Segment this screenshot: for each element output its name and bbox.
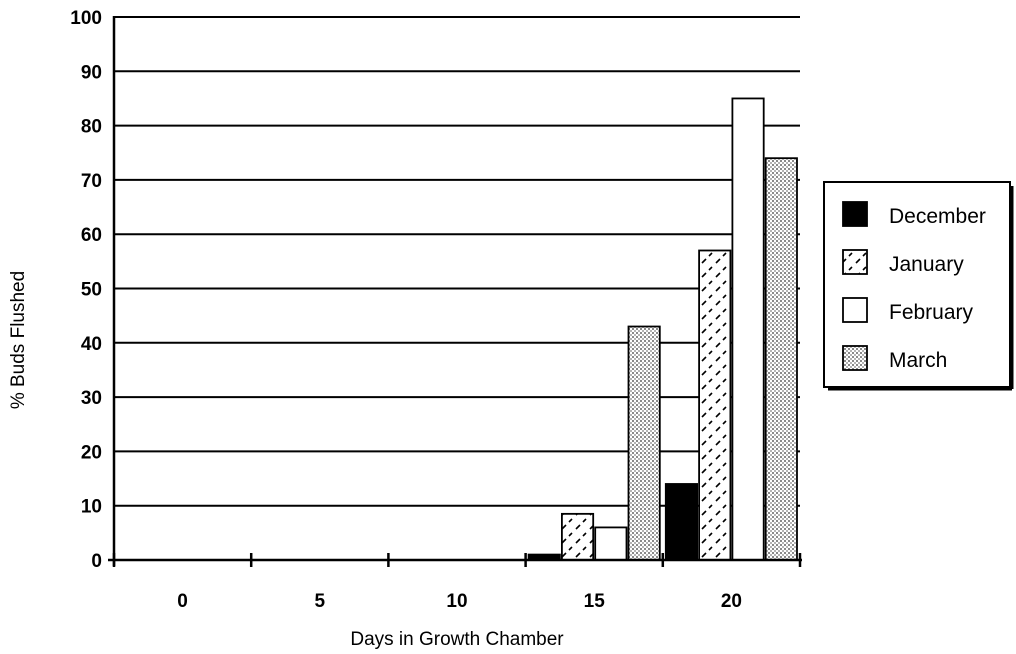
x-tick-label: 5: [315, 591, 326, 612]
y-tick-label: 30: [81, 388, 102, 409]
y-tick-label: 80: [81, 117, 102, 138]
grid-lines: [114, 16, 800, 507]
y-tick-label: 60: [81, 225, 102, 246]
y-tick-label: 90: [81, 62, 102, 83]
legend-swatch-january: [842, 249, 868, 275]
axes: [108, 16, 802, 567]
bar-march: [627, 325, 661, 561]
bar-december: [664, 483, 698, 561]
bar-february: [594, 526, 628, 561]
x-axis-label: Days in Growth Chamber: [350, 629, 564, 650]
legend: December January February March: [823, 181, 1014, 391]
legend-label-december: December: [889, 205, 986, 228]
y-axis-label: % Buds Flushed: [8, 271, 29, 409]
legend-swatch-february: [842, 297, 868, 323]
y-tick-label: 50: [81, 280, 102, 301]
bar-january: [698, 249, 732, 561]
x-tick-label: 10: [446, 591, 467, 612]
legend-label-january: January: [889, 253, 964, 276]
tick-labels: 0 10 20 30 40 50 60 70 80 90 100 0 5 10 15 20: [70, 8, 742, 612]
y-tick-label: 40: [81, 334, 102, 355]
y-tick-label: 10: [81, 497, 102, 518]
x-tick-label: 20: [721, 591, 742, 612]
legend-swatch-december: [842, 201, 868, 227]
y-tick-label: 0: [91, 551, 102, 572]
bar-february: [731, 97, 765, 561]
x-tick-label: 0: [177, 591, 188, 612]
legend-label-february: February: [889, 301, 974, 324]
bars-group: [527, 97, 798, 561]
y-tick-label: 20: [81, 442, 102, 463]
y-tick-label: 70: [81, 171, 102, 192]
bar-january: [561, 512, 595, 561]
bar-march: [764, 157, 798, 561]
x-tick-label: 15: [584, 591, 606, 612]
legend-swatch-march: [842, 345, 868, 371]
y-tick-label: 100: [70, 8, 102, 29]
legend-label-march: March: [889, 349, 947, 372]
